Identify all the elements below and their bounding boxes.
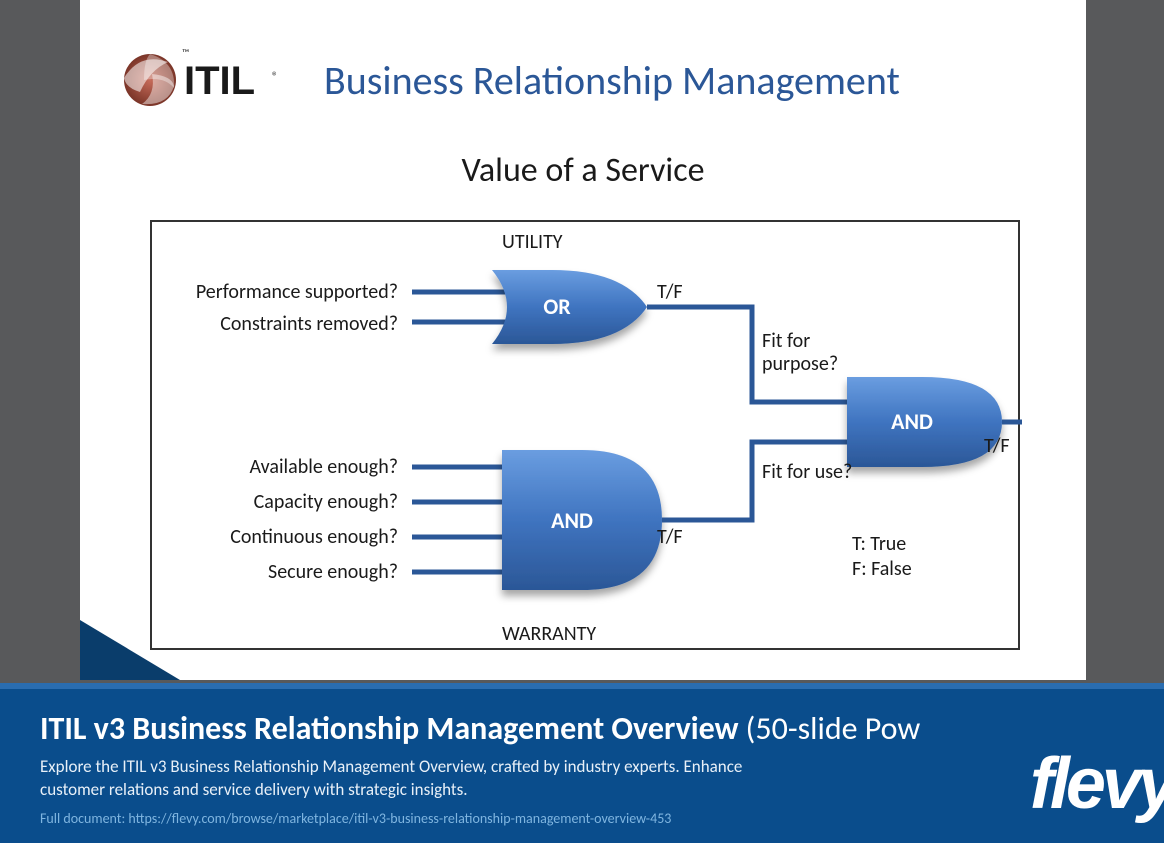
input-capacity: Capacity enough? — [254, 490, 398, 514]
warranty-label: WARRANTY — [502, 622, 596, 646]
utility-label: UTILITY — [502, 230, 563, 254]
banner-link[interactable]: Full document: https://flevy.com/browse/… — [40, 810, 1124, 827]
fit-for-use-label: Fit for use? — [762, 460, 852, 484]
itil-tm-mark: ™ — [182, 46, 189, 59]
banner-title: ITIL v3 Business Relationship Management… — [40, 709, 1124, 748]
slide-canvas: ITIL ® ™ Business Relationship Managemen… — [80, 0, 1086, 680]
slide-subtitle: Value of a Service — [80, 150, 1086, 191]
flevy-logo: flevy — [1030, 743, 1164, 825]
banner-description: Explore the ITIL v3 Business Relationshi… — [40, 756, 780, 802]
and2-gate-label: AND — [891, 408, 933, 435]
diagram-container: OR AND AND UTILITY WARRANTY Performance … — [150, 220, 1020, 650]
banner-title-bold: ITIL v3 Business Relationship Management… — [40, 709, 738, 748]
slide-corner-decoration — [80, 620, 180, 680]
input-perf-supported: Performance supported? — [196, 280, 398, 304]
and1-gate-label: AND — [551, 507, 593, 534]
or-gate-label: OR — [543, 293, 571, 320]
banner-title-rest: (50-slide Pow — [738, 709, 920, 748]
or-output-tf: T/F — [657, 280, 683, 304]
fit-for-purpose-label: Fit forpurpose? — [762, 330, 838, 376]
input-secure: Secure enough? — [268, 560, 398, 584]
and2-output-tf: T/F — [984, 434, 1010, 458]
legend-true: T: True — [852, 532, 906, 556]
slide-header: ITIL ® ™ Business Relationship Managemen… — [120, 40, 900, 120]
slide-title: Business Relationship Management — [324, 56, 900, 105]
and1-output-tf: T/F — [657, 525, 683, 549]
input-available: Available enough? — [249, 455, 398, 479]
input-continuous: Continuous enough? — [230, 525, 398, 549]
input-constraints-removed: Constraints removed? — [220, 312, 398, 336]
itil-logo-icon: ITIL ® ™ — [120, 40, 300, 120]
itil-reg-mark: ® — [272, 70, 278, 84]
legend-false: F: False — [852, 557, 912, 581]
itil-logo-text: ITIL — [184, 59, 255, 103]
footer-banner: ITIL v3 Business Relationship Management… — [0, 683, 1164, 843]
